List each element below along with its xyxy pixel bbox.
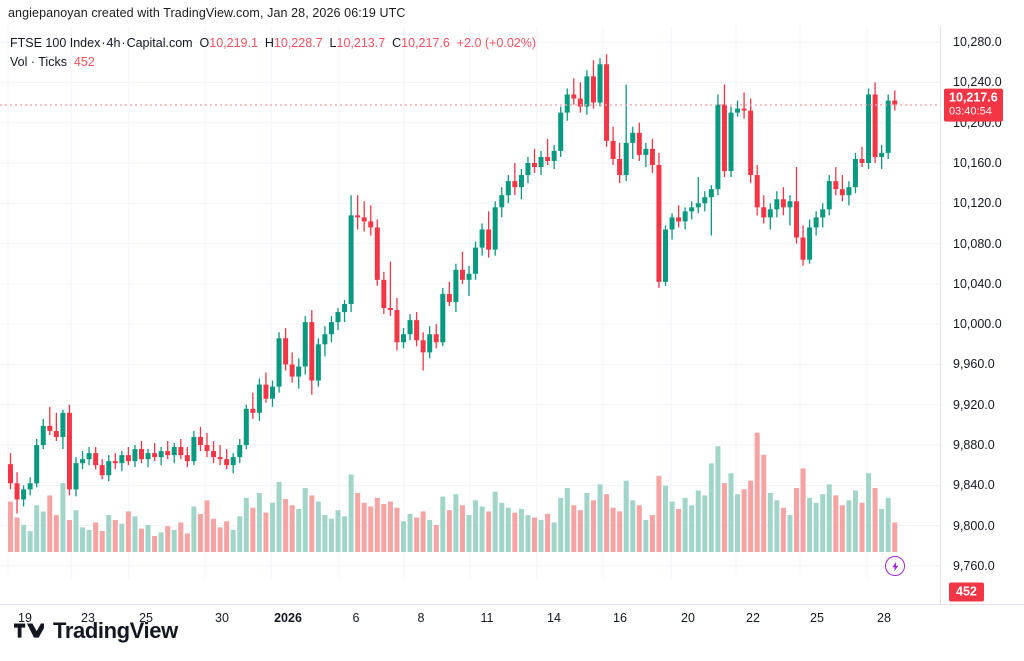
price-tick-label: 9,760.0 bbox=[953, 558, 995, 573]
price-tick-label: 9,960.0 bbox=[953, 357, 995, 372]
plot-area[interactable] bbox=[0, 26, 940, 578]
time-tick-label: 11 bbox=[480, 611, 494, 625]
price-tick-label: 10,080.0 bbox=[953, 236, 1002, 251]
tradingview-branding: TradingView bbox=[14, 618, 178, 644]
current-price-value: 10,217.6 bbox=[949, 90, 998, 105]
price-tick-label: 10,280.0 bbox=[953, 35, 1002, 50]
bar-countdown-timer: 03:40:54 bbox=[949, 105, 992, 118]
price-tick-label: 9,800.0 bbox=[953, 518, 995, 533]
price-tick-label: 10,120.0 bbox=[953, 196, 1002, 211]
price-tick-label: 10,040.0 bbox=[953, 276, 1002, 291]
time-tick-label: 20 bbox=[681, 611, 695, 625]
price-tick-label: 9,920.0 bbox=[953, 397, 995, 412]
time-tick-label: 22 bbox=[746, 611, 760, 625]
tradingview-wordmark: TradingView bbox=[53, 618, 178, 643]
time-tick-label: 28 bbox=[877, 611, 891, 625]
time-tick-label: 25 bbox=[810, 611, 824, 625]
time-tick-label: 16 bbox=[613, 611, 627, 625]
alert-lightning-icon[interactable] bbox=[885, 556, 905, 576]
price-tick-label: 10,160.0 bbox=[953, 155, 1002, 170]
price-tick-label: 9,880.0 bbox=[953, 438, 995, 453]
time-tick-label: 2026 bbox=[274, 611, 302, 625]
time-tick-label: 19 bbox=[18, 611, 32, 625]
price-tick-label: 9,840.0 bbox=[953, 478, 995, 493]
volume-value-badge[interactable]: 452 bbox=[949, 582, 984, 602]
time-tick-label: 30 bbox=[215, 611, 229, 625]
current-price-badge[interactable]: 10,217.6 03:40:54 bbox=[944, 88, 1003, 122]
attribution-text: angiepanoyan created with TradingView.co… bbox=[8, 6, 406, 20]
price-axis[interactable]: 10,280.0 10,240.0 10,200.0 10,160.0 10,120.0… bbox=[940, 26, 1024, 604]
time-axis[interactable]: 19 23 25 30 2026 6 8 11 14 16 20 22 25 28 bbox=[0, 604, 1024, 630]
price-tick-label: 10,240.0 bbox=[953, 75, 1002, 90]
price-tick-label: 10,000.0 bbox=[953, 317, 1002, 332]
time-tick-label: 8 bbox=[417, 611, 425, 625]
chart-frame: FTSE 100 Index·4h·Capital.com O10,219.1 … bbox=[0, 26, 1024, 630]
time-tick-label: 25 bbox=[139, 611, 153, 625]
tradingview-logo-icon bbox=[14, 623, 44, 638]
time-tick-label: 14 bbox=[547, 611, 561, 625]
time-tick-label: 23 bbox=[81, 611, 95, 625]
candlestick-series bbox=[0, 54, 940, 552]
time-tick-label: 6 bbox=[352, 611, 360, 625]
